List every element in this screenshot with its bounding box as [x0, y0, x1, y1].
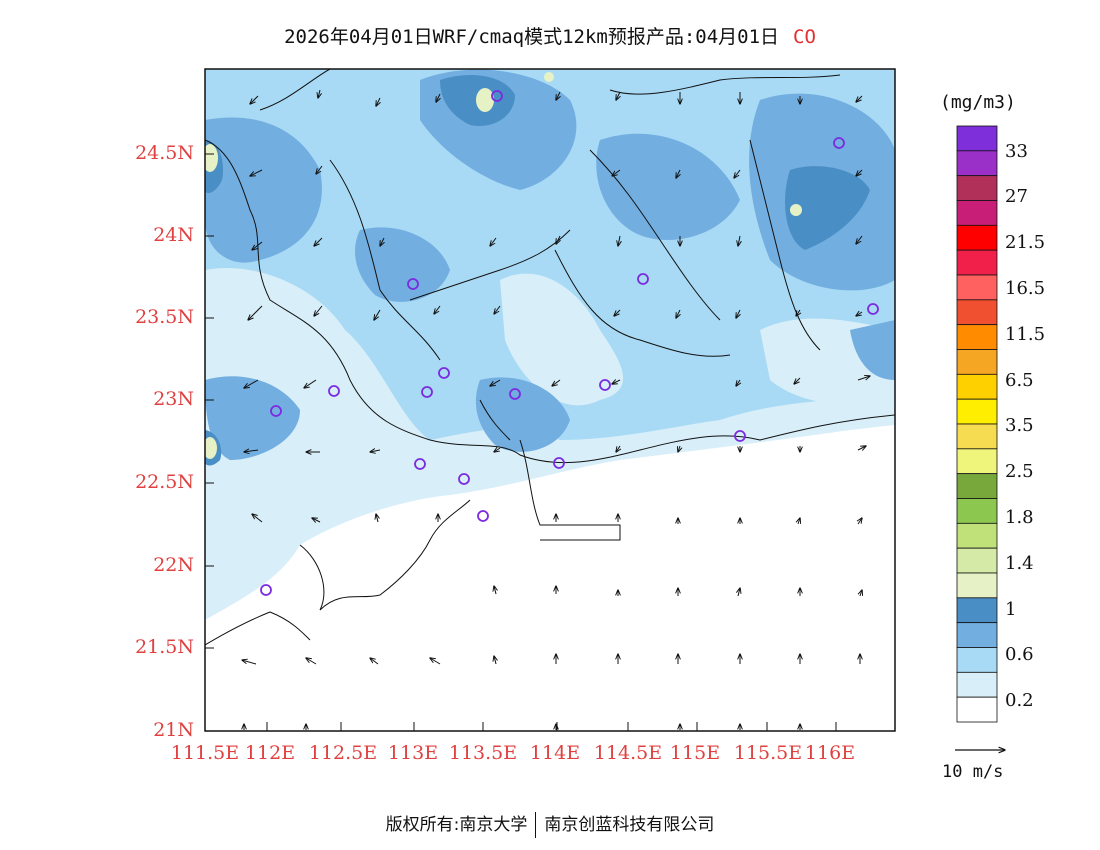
legend-swatch [956, 224, 998, 251]
legend-swatch [956, 349, 998, 375]
legend-swatch [956, 423, 998, 450]
lon-label: 115E [669, 742, 721, 764]
map-title: 2026年04月01日WRF/cmaq模式12km预报产品:04月01日 CO [0, 22, 1100, 49]
lat-label: 24.5N [135, 142, 194, 164]
legend-swatch [956, 324, 998, 350]
station-marker [867, 303, 879, 315]
legend-swatch [956, 622, 998, 648]
legend-swatch [956, 125, 998, 152]
lon-label: 116E [804, 742, 856, 764]
legend-label: 11.5 [1005, 324, 1046, 345]
legend-swatch [956, 175, 998, 201]
legend-swatch [956, 671, 998, 698]
legend-swatch [956, 572, 998, 599]
legend-label: 0.6 [1005, 644, 1034, 665]
legend-label: 3.5 [1005, 415, 1034, 436]
lat-label: 21.5N [135, 636, 194, 658]
station-marker [734, 430, 746, 442]
lat-label: 24N [153, 224, 194, 246]
legend-label: 21.5 [1005, 232, 1046, 253]
legend-swatch [956, 274, 998, 301]
axis-ticks [205, 153, 837, 731]
legend-label: 27 [1005, 186, 1028, 207]
station-marker [833, 137, 845, 149]
lat-label: 22N [153, 554, 194, 576]
legend-swatch [956, 498, 998, 524]
station-markers [260, 90, 879, 596]
legend-label: 2.5 [1005, 461, 1034, 482]
legend-swatch [956, 373, 998, 400]
legend-label: 0.2 [1005, 690, 1034, 711]
station-marker [328, 385, 340, 397]
station-marker [553, 457, 565, 469]
footer-separator [535, 812, 537, 838]
legend-swatch [956, 522, 998, 549]
station-marker [260, 584, 272, 596]
legend-swatch [956, 299, 998, 326]
station-marker [407, 278, 419, 290]
legend-swatch [956, 547, 998, 574]
legend-swatch [956, 473, 998, 499]
legend-swatch [956, 200, 998, 226]
lon-label: 113E [387, 742, 439, 764]
legend-swatch [956, 150, 998, 177]
legend-colorbar [956, 125, 998, 723]
lon-label: 113.5E [448, 742, 518, 764]
legend-swatch [956, 448, 998, 475]
legend-swatch [956, 647, 998, 673]
lon-label: 111.5E [170, 742, 240, 764]
station-marker [458, 473, 470, 485]
legend-unit: (mg/m3) [940, 92, 1016, 113]
legend-swatch [956, 696, 998, 723]
lat-label: 23.5N [135, 306, 194, 328]
lat-label: 22.5N [135, 471, 194, 493]
legend-swatch [956, 249, 998, 276]
station-marker [509, 388, 521, 400]
species-label: CO [793, 26, 816, 48]
legend-swatch [956, 398, 998, 425]
legend-label: 6.5 [1005, 370, 1034, 391]
legend-label: 1.8 [1005, 507, 1034, 528]
copyright-footer: 版权所有:南京大学 南京创蓝科技有限公司 [0, 810, 1100, 838]
station-marker [491, 90, 503, 102]
wind-vectors [242, 89, 870, 730]
lon-label: 115.5E [733, 742, 803, 764]
station-marker [599, 379, 611, 391]
station-marker [270, 405, 282, 417]
legend-label: 1.4 [1005, 553, 1034, 574]
lon-label: 112.5E [308, 742, 378, 764]
title-text: 2026年04月01日WRF/cmaq模式12km预报产品:04月01日 [284, 26, 780, 48]
copyright-left: 版权所有:南京大学 [385, 815, 528, 835]
concentration-field [205, 69, 895, 731]
copyright-right: 南京创蓝科技有限公司 [544, 815, 715, 835]
legend-label: 16.5 [1005, 278, 1046, 299]
reference-vector-label: 10 m/s [942, 762, 1004, 782]
station-marker [477, 510, 489, 522]
station-marker [421, 386, 433, 398]
lon-label: 114E [529, 742, 581, 764]
lon-label: 114.5E [593, 742, 663, 764]
station-marker [438, 367, 450, 379]
legend-label: 1 [1005, 599, 1017, 620]
legend-label: 33 [1005, 141, 1028, 162]
legend-swatch [956, 597, 998, 624]
lat-label: 23N [153, 388, 194, 410]
station-marker [637, 273, 649, 285]
lat-label: 21N [153, 719, 194, 741]
lon-label: 112E [244, 742, 296, 764]
station-marker [414, 458, 426, 470]
